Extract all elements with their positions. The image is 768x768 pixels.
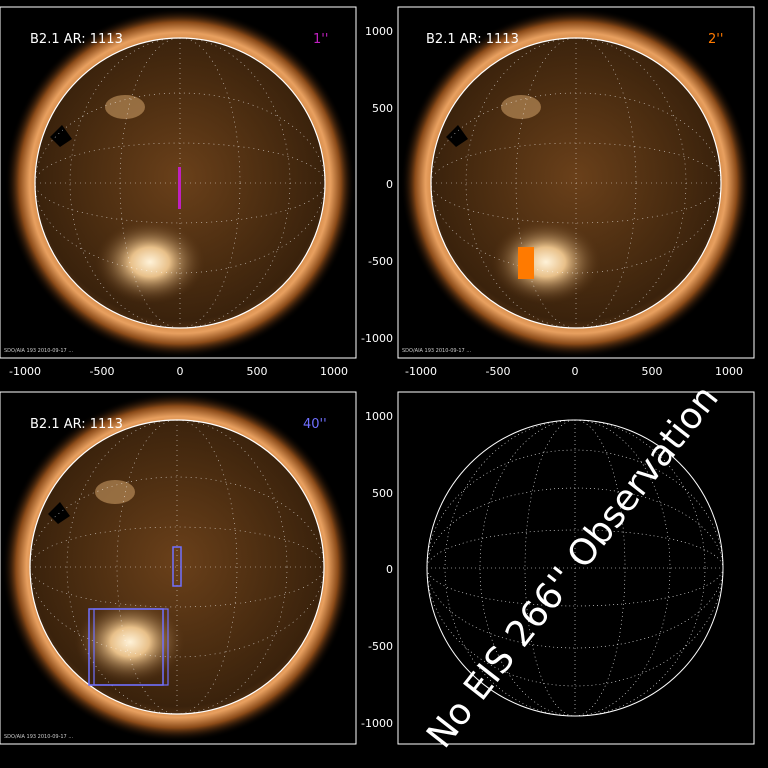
y-tick: -500: [368, 640, 393, 653]
panel-2: B2.1 AR: 1113 2'' SDO/AIA 193 2010-09-17…: [361, 6, 755, 378]
y-tick: 500: [372, 102, 393, 115]
y-tick: 0: [386, 178, 393, 191]
panel-3-footer: SDO/AIA 193 2010-09-17 ...: [4, 734, 74, 740]
panel-3-tag: 40'': [303, 417, 327, 432]
heliographic-grid: [426, 419, 724, 717]
panel-2-tag: 2'': [708, 32, 723, 47]
x-tick: 500: [247, 365, 268, 378]
slit-2arcsec: [518, 247, 534, 279]
x-tick: -500: [486, 365, 511, 378]
panel-2-footer: SDO/AIA 193 2010-09-17 ...: [402, 348, 472, 354]
panel-3-header: B2.1 AR: 1113: [30, 417, 123, 432]
y-tick: 1000: [365, 25, 393, 38]
x-tick: 500: [642, 365, 663, 378]
panel-4: No EIS 266'' Observation 1000 500 0 -500…: [361, 378, 755, 756]
y-tick: -500: [368, 255, 393, 268]
y-tick: 1000: [365, 410, 393, 423]
y-tick: -1000: [361, 332, 393, 345]
x-tick: 0: [572, 365, 579, 378]
raster-small-box: [172, 546, 182, 587]
panel-1: B2.1 AR: 1113 1'' SDO/AIA 193 2010-09-17…: [0, 6, 357, 378]
raster-large-box-2: [93, 608, 169, 686]
y-tick: 0: [386, 563, 393, 576]
x-tick: -1000: [405, 365, 437, 378]
panel-1-footer: SDO/AIA 193 2010-09-17 ...: [4, 348, 74, 354]
panel-1-header: B2.1 AR: 1113: [30, 32, 123, 47]
panel-1-tag: 1'': [313, 32, 328, 47]
panel-3: B2.1 AR: 1113 40'' SDO/AIA 193 2010-09-1…: [0, 391, 357, 745]
x-tick: -500: [90, 365, 115, 378]
y-tick: 500: [372, 487, 393, 500]
x-tick: 1000: [320, 365, 348, 378]
x-tick: 1000: [715, 365, 743, 378]
x-tick: -1000: [9, 365, 41, 378]
panel-2-header: B2.1 AR: 1113: [426, 32, 519, 47]
x-tick: 0: [177, 365, 184, 378]
y-tick: -1000: [361, 717, 393, 730]
slit-1arcsec: [178, 167, 181, 209]
